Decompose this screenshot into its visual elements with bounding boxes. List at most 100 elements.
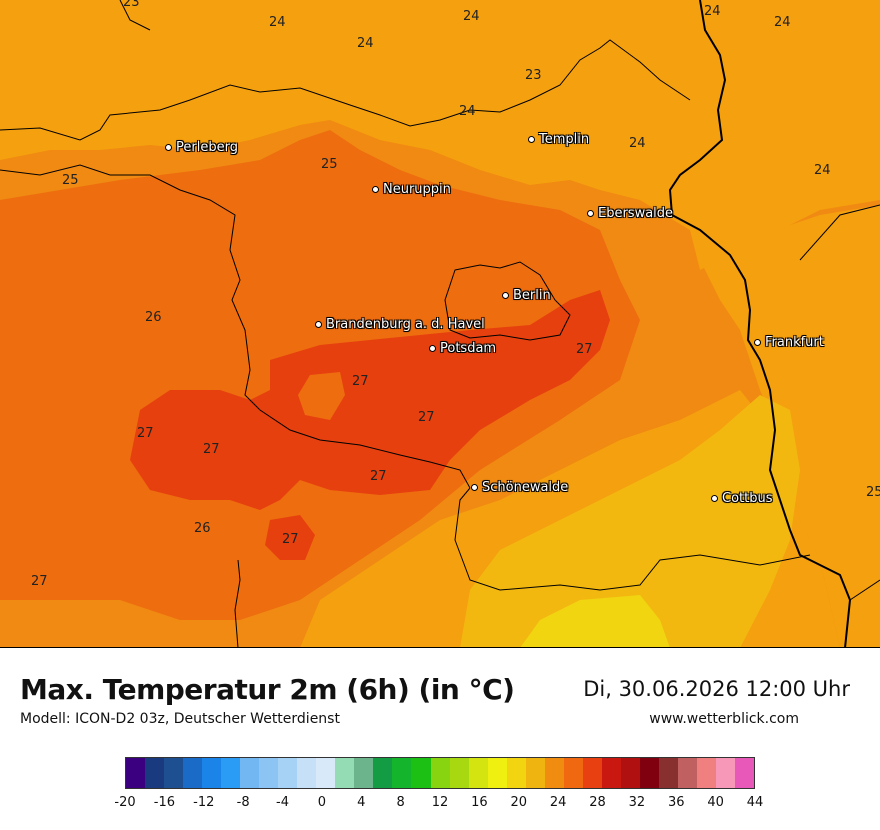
legend-swatch: [715, 758, 735, 788]
legend-tick-label: 36: [667, 795, 685, 810]
legend-swatch: [601, 758, 621, 788]
city-marker: [372, 186, 379, 193]
city-label: Perleberg: [176, 140, 238, 155]
legend-swatch: [639, 758, 659, 788]
city-label: Berlin: [513, 288, 551, 303]
value-label: 27: [418, 410, 435, 425]
legend-swatch: [487, 758, 507, 788]
city-label: Brandenburg a. d. Havel: [326, 317, 485, 332]
city-label: Potsdam: [440, 341, 497, 356]
value-label: 27: [576, 342, 593, 357]
city-label: Neuruppin: [383, 182, 451, 197]
legend-swatch: [430, 758, 450, 788]
legend-tick-label: 24: [549, 795, 567, 810]
city-marker: [315, 321, 322, 328]
city-potsdam[interactable]: Potsdam: [429, 341, 497, 356]
zone-23-south: [460, 395, 800, 647]
legend-swatch: [525, 758, 545, 788]
legend-ticks: -20 -16 -12 -8 -4 0 4 8 12 16 20 24 28 32 36 40 44: [114, 795, 763, 815]
city-marker: [471, 484, 478, 491]
legend-tick-label: -8: [236, 795, 250, 810]
color-legend: [125, 757, 755, 789]
value-label: 26: [194, 521, 211, 536]
legend-swatch: [316, 758, 336, 788]
legend-tick-label: 8: [396, 795, 405, 810]
state-borders: [0, 0, 811, 647]
legend-tick-label: 4: [357, 795, 366, 810]
city-berlin[interactable]: Berlin: [502, 288, 551, 303]
legend-tick-label: 20: [510, 795, 528, 810]
city-schoenewalde[interactable]: Schönewalde: [471, 481, 568, 494]
value-label: 27: [370, 469, 387, 484]
legend-swatch: [392, 758, 412, 788]
legend-swatch: [411, 758, 431, 788]
legend-swatch: [696, 758, 716, 788]
city-neuruppin[interactable]: Neuruppin: [372, 182, 451, 197]
legend-swatch: [164, 758, 184, 788]
value-label: 24: [357, 36, 374, 51]
legend-swatch: [735, 758, 755, 788]
legend-swatch: [373, 758, 393, 788]
legend-swatch: [677, 758, 697, 788]
zone-27-core: [130, 290, 610, 510]
city-marker: [587, 210, 594, 217]
legend-tick-label: -16: [153, 795, 175, 810]
legend-tick-label: 44: [746, 795, 764, 810]
legend-swatch: [145, 758, 165, 788]
legend-tick-label: 28: [589, 795, 606, 810]
value-label: 27: [31, 574, 48, 589]
legend-swatch: [544, 758, 564, 788]
city-label: Frankfurt: [765, 335, 824, 350]
value-label: 24: [704, 4, 721, 19]
city-frankfurt[interactable]: Frankfurt: [754, 335, 824, 350]
legend-swatch: [126, 758, 146, 788]
east-borders: [799, 204, 880, 601]
value-label: 27: [352, 374, 369, 389]
value-label: 24: [269, 15, 286, 30]
legend-tick-label: -20: [114, 795, 136, 810]
value-label: 23: [525, 68, 542, 83]
city-label: Templin: [539, 132, 590, 147]
legend-swatch: [335, 758, 355, 788]
website-link[interactable]: www.wetterblick.com: [649, 711, 799, 727]
legend-tick-label: 0: [317, 795, 327, 810]
city-marker: [165, 144, 172, 151]
legend-tick-label: 12: [431, 795, 449, 810]
city-templin[interactable]: Templin: [528, 132, 590, 147]
legend-tick-label: -4: [276, 795, 289, 810]
value-label: 26: [145, 310, 162, 325]
city-marker: [754, 339, 761, 346]
legend-tick-label: 16: [471, 795, 488, 810]
legend-swatch: [468, 758, 488, 788]
map-title: Max. Temperatur 2m (6h) (in °C): [20, 673, 515, 706]
value-label: 25: [321, 157, 338, 172]
value-label: 24: [774, 15, 791, 30]
value-label: 27: [203, 442, 220, 457]
country-border: [668, 0, 852, 647]
value-label: 27: [137, 426, 154, 441]
value-label: 25: [62, 173, 79, 188]
city-eberswalde[interactable]: Eberswalde: [587, 207, 673, 220]
legend-tick-label: -12: [193, 795, 215, 810]
city-perleberg[interactable]: Perleberg: [165, 140, 238, 155]
legend-tick-label: 40: [707, 795, 724, 810]
temperature-field: [0, 0, 880, 647]
zone-27-south-tip: [265, 515, 315, 560]
city-marker: [711, 495, 718, 502]
legend-swatch: [620, 758, 640, 788]
legend-tick-label: 32: [628, 795, 646, 810]
value-label: 24: [814, 163, 831, 178]
city-marker: [429, 345, 436, 352]
value-label: 24: [629, 136, 646, 151]
zone-24-north: [0, 0, 880, 270]
value-label: 23: [123, 0, 140, 10]
legend-swatch: [259, 758, 279, 788]
temperature-map: 23 24 24 24 24 24 23 24 24 24 25 25 26 2…: [0, 0, 880, 648]
legend-swatch: [278, 758, 298, 788]
legend-swatch: [183, 758, 203, 788]
city-cottbus[interactable]: Cottbus: [711, 492, 773, 505]
value-label: 24: [463, 9, 480, 24]
city-marker: [528, 136, 535, 143]
city-brandenburg[interactable]: Brandenburg a. d. Havel: [315, 317, 485, 332]
legend-swatch: [297, 758, 317, 788]
